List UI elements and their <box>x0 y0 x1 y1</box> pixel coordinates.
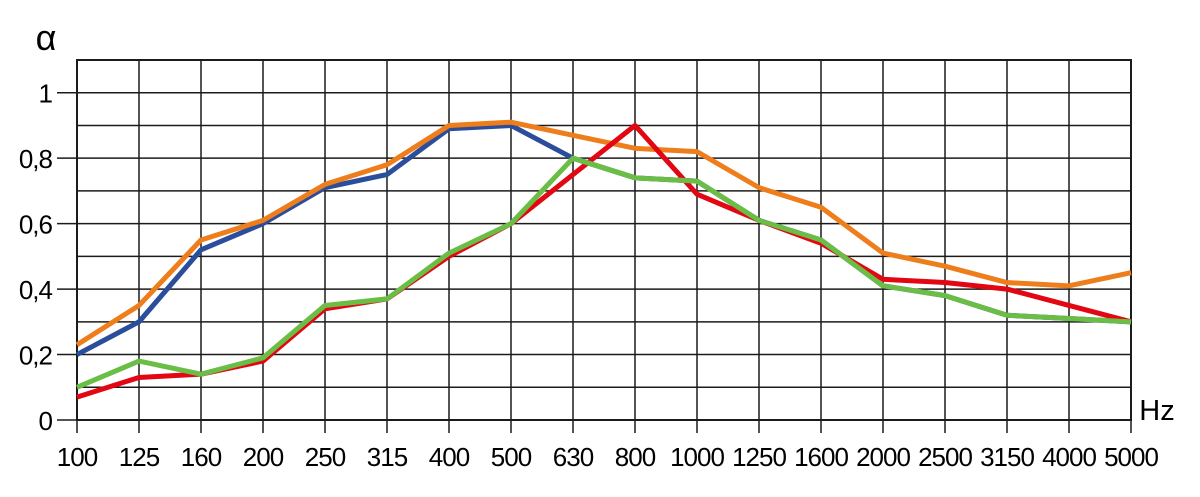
x-tick-label: 4000 <box>1042 442 1096 472</box>
plot-border <box>76 59 1132 421</box>
x-tick-label: 3150 <box>980 442 1034 472</box>
y-tick-label: 1 <box>39 79 53 109</box>
vertical-grid-lines <box>76 59 1132 433</box>
y-tick-label: 0 <box>39 406 53 436</box>
y-tick-label: 0,6 <box>19 210 53 240</box>
series-orange <box>75 119 1132 347</box>
data-series <box>75 119 1132 400</box>
x-tick-label: 200 <box>243 442 284 472</box>
x-tick-label: 315 <box>367 442 408 472</box>
x-tick-label: 160 <box>181 442 222 472</box>
x-tick-label: 500 <box>491 442 532 472</box>
x-tick-label: 125 <box>119 442 160 472</box>
x-tick-label: 400 <box>429 442 470 472</box>
x-tick-label: 630 <box>553 442 594 472</box>
x-tick-label: 800 <box>615 442 656 472</box>
x-axis-tick-labels: 100 125 160 200 250 315 400 500 630 800 1000 1250 16… <box>57 442 1160 472</box>
x-tick-label: 100 <box>57 442 98 472</box>
y-axis-title: α <box>36 17 57 58</box>
x-tick-label: 250 <box>305 442 346 472</box>
y-tick-label: 0,4 <box>19 275 53 305</box>
x-tick-label: 1250 <box>732 442 786 472</box>
x-tick-label: 1600 <box>794 442 848 472</box>
y-tick-label: 0,8 <box>19 144 53 174</box>
y-axis-tick-labels: 0 0,2 0,4 0,6 0,8 1 <box>19 79 54 436</box>
x-axis-title: Hz <box>1139 395 1174 427</box>
series-green <box>76 155 1132 390</box>
y-tick-label: 0,2 <box>19 341 53 371</box>
x-tick-label: 5000 <box>1104 442 1158 472</box>
series-red <box>76 122 1132 400</box>
x-tick-label: 1000 <box>670 442 724 472</box>
series-blue <box>75 122 1132 357</box>
x-tick-label: 2000 <box>856 442 910 472</box>
x-tick-label: 2500 <box>918 442 972 472</box>
